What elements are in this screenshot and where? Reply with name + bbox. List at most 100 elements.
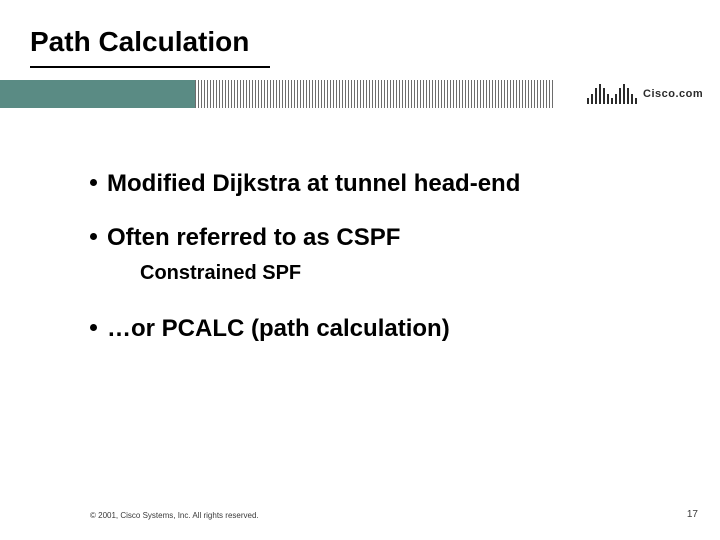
bullet-dot-icon [90,233,97,240]
title-underline [30,66,270,68]
logo-bar [599,84,601,104]
band-tick [477,80,478,108]
band-tick [381,80,382,108]
band-tick [300,80,301,108]
band-tick [291,80,292,108]
band-tick [471,80,472,108]
band-tick [441,80,442,108]
band-tick [546,80,547,108]
band-tick [204,80,205,108]
band-tick [231,80,232,108]
cisco-logo: Cisco.com [587,78,702,110]
band-ticks [195,80,590,108]
band-tick [234,80,235,108]
band-tick [345,80,346,108]
band-tick [537,80,538,108]
logo-bar [635,98,637,104]
band-tick [402,80,403,108]
band-tick [366,80,367,108]
band-tick [303,80,304,108]
copyright-footer: © 2001, Cisco Systems, Inc. All rights r… [90,511,259,520]
band-tick [399,80,400,108]
band-tick [228,80,229,108]
band-tick [456,80,457,108]
slide: Path Calculation Cisco.com Modified Dijk… [0,0,720,540]
band-tick [357,80,358,108]
band-tick [282,80,283,108]
band-tick [201,80,202,108]
sub-bullet-text: Constrained SPF [140,262,650,285]
band-tick [213,80,214,108]
band-tick [363,80,364,108]
band-tick [396,80,397,108]
band-tick [507,80,508,108]
band-tick [468,80,469,108]
logo-bar [619,88,621,104]
band-tick [195,80,196,108]
logo-bar [631,94,633,104]
cisco-logo-text: Cisco.com [643,88,703,100]
band-tick [261,80,262,108]
band-tick [393,80,394,108]
band-tick [540,80,541,108]
band-tick [525,80,526,108]
bullet-text: Modified Dijkstra at tunnel head-end [107,170,520,198]
band-tick [390,80,391,108]
band-tick [414,80,415,108]
logo-bar [611,98,613,104]
bullet-item: Often referred to as CSPF [90,224,650,252]
logo-bar [603,88,605,104]
band-tick [243,80,244,108]
band-tick [519,80,520,108]
band-tick [351,80,352,108]
bullet-text: Often referred to as CSPF [107,224,400,252]
band-tick [447,80,448,108]
band-tick [423,80,424,108]
band-tick [240,80,241,108]
bullet-item: …or PCALC (path calculation) [90,315,650,343]
band-tick [255,80,256,108]
logo-bar [607,94,609,104]
band-tick [225,80,226,108]
logo-bar [615,94,617,104]
band-tick [267,80,268,108]
band-tick [216,80,217,108]
band-tick [237,80,238,108]
logo-bar [591,94,593,104]
band-tick [246,80,247,108]
band-tick [462,80,463,108]
band-tick [465,80,466,108]
band-tick [279,80,280,108]
band-tick [417,80,418,108]
band-tick [369,80,370,108]
bullet-dot-icon [90,179,97,186]
band-tick [258,80,259,108]
band-tick [327,80,328,108]
band-tick [339,80,340,108]
band-tick [474,80,475,108]
band-tick [285,80,286,108]
band-tick [510,80,511,108]
band-tick [333,80,334,108]
band-tick [330,80,331,108]
band-tick [264,80,265,108]
logo-bar [595,88,597,104]
band-tick [444,80,445,108]
band-tick [531,80,532,108]
band-tick [492,80,493,108]
band-tick [435,80,436,108]
band-tick [420,80,421,108]
band-tick [528,80,529,108]
band-tick [207,80,208,108]
band-tick [513,80,514,108]
band-tick [360,80,361,108]
band-solid [0,80,195,108]
band-tick [219,80,220,108]
band-tick [495,80,496,108]
band-tick [483,80,484,108]
band-tick [405,80,406,108]
band-tick [516,80,517,108]
band-tick [408,80,409,108]
band-tick [375,80,376,108]
bullet-dot-icon [90,324,97,331]
